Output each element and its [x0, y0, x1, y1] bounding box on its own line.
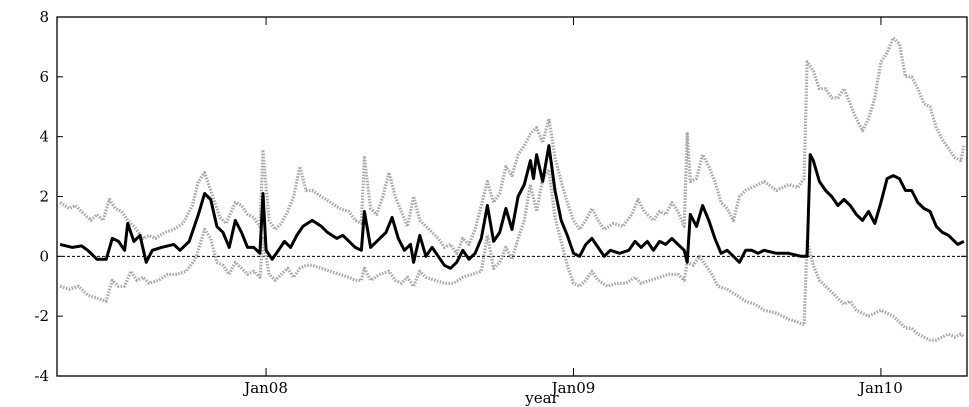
y-tick-label: 4	[39, 128, 49, 146]
y-tick-label: 8	[39, 8, 49, 26]
lower-band-line	[59, 168, 966, 342]
y-tick-label: 2	[39, 188, 49, 206]
x-axis-title: year	[524, 389, 559, 407]
x-tick-label: Jan09	[550, 379, 596, 397]
x-tick-label: Jan08	[242, 379, 288, 397]
estimate-line	[59, 144, 965, 270]
upper-band-line	[59, 36, 966, 255]
y-tick-label: 6	[39, 68, 49, 86]
x-tick-label: Jan10	[857, 379, 903, 397]
y-tick-label: -4	[34, 367, 49, 385]
plot-area	[57, 36, 967, 342]
y-tick-label: -2	[34, 307, 49, 325]
axes: -4 -2 0 2 4 6 8 Jan08 Jan09 Jan10	[34, 8, 967, 397]
y-tick-label: 0	[39, 247, 49, 265]
